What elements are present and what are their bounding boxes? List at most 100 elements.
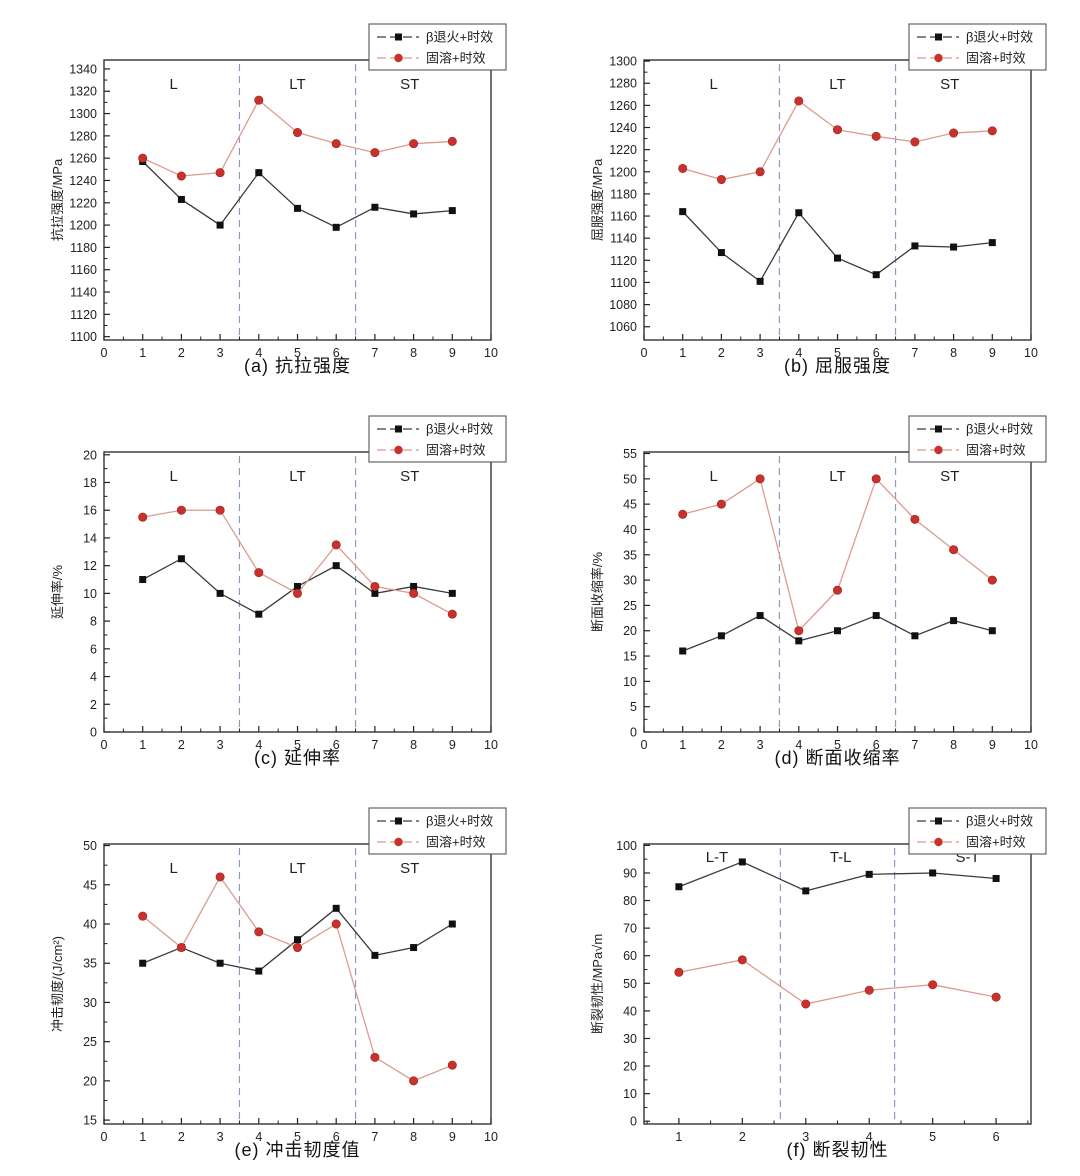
- legend-label: 固溶+时效: [426, 835, 486, 850]
- y-tick-label: 10: [623, 675, 637, 689]
- y-tick-label: 1140: [70, 286, 97, 300]
- legend-box: [908, 415, 1047, 463]
- plot-frame: [103, 59, 492, 341]
- y-tick-label: 40: [623, 523, 637, 537]
- y-tick-label: 30: [623, 1032, 637, 1046]
- data-point-square: [756, 277, 764, 285]
- data-point-circle: [138, 153, 148, 163]
- y-tick-label: 1120: [70, 308, 97, 322]
- series-line-1: [142, 99, 453, 177]
- x-tick-label: 5: [834, 346, 841, 360]
- series-line-1: [142, 875, 453, 1082]
- x-tick-label: 4: [255, 346, 262, 360]
- x-tick-label: 2: [718, 738, 725, 752]
- x-tick-label: 1: [139, 1130, 146, 1144]
- chart-caption-e: (e) 冲击韧度值: [234, 1140, 361, 1160]
- data-point-circle: [176, 505, 186, 515]
- x-tick-label: 10: [1024, 346, 1038, 360]
- x-tick-label: 9: [989, 346, 996, 360]
- data-point-square: [448, 920, 456, 928]
- x-tick-label: 9: [449, 346, 456, 360]
- y-axis-label: 冲击韧度/(J/cm²): [50, 936, 65, 1032]
- y-tick-label: 55: [623, 447, 637, 461]
- y-tick-label: 1160: [70, 263, 97, 277]
- plot-frame: [643, 843, 1032, 1125]
- x-tick-label: 1: [675, 1130, 682, 1144]
- y-tick-label: 1100: [610, 276, 637, 290]
- x-tick-label: 0: [101, 346, 108, 360]
- x-tick-label: 6: [333, 738, 340, 752]
- chart-caption-a: (a) 抗拉强度: [244, 356, 351, 376]
- region-label: L-T: [706, 849, 729, 866]
- y-tick-label: 100: [616, 839, 637, 853]
- y-tick-label: 45: [623, 498, 637, 512]
- data-point-square: [950, 617, 958, 625]
- y-tick-label: 20: [623, 624, 637, 638]
- y-tick-label: 1220: [69, 196, 97, 210]
- data-point-square: [371, 589, 379, 597]
- data-point-square: [216, 959, 224, 967]
- data-point-square: [294, 204, 301, 212]
- data-point-square: [679, 208, 687, 216]
- series-line-1: [682, 477, 993, 633]
- x-tick-label: 2: [718, 346, 725, 360]
- x-tick-label: 1: [679, 738, 686, 752]
- data-point-square: [675, 883, 683, 891]
- x-tick-label: 0: [101, 738, 108, 752]
- y-tick-label: 40: [623, 1004, 637, 1018]
- data-point-square: [371, 203, 379, 211]
- y-tick-label: 1080: [609, 298, 637, 312]
- y-tick-label: 50: [623, 472, 637, 486]
- data-point-square: [738, 858, 746, 866]
- legend-box: [908, 807, 1047, 855]
- data-point-circle: [447, 1060, 457, 1070]
- data-point-square: [717, 249, 725, 257]
- data-point-circle: [447, 136, 457, 146]
- y-tick-label: 1120: [610, 254, 637, 268]
- x-tick-label: 0: [641, 738, 648, 752]
- y-tick-label: 70: [623, 922, 637, 936]
- x-tick-label: 6: [333, 346, 340, 360]
- data-point-circle: [949, 545, 959, 555]
- y-tick-label: 10: [623, 1087, 637, 1101]
- data-point-square: [139, 576, 147, 584]
- data-point-circle: [832, 585, 842, 595]
- panel-d: 0 1 2 3 4 5 6 7 8 9 10 0 5 10 15 20 25 30 35 40 45 50 55 断面收缩率/…: [540, 392, 1080, 784]
- x-tick-label: 3: [757, 346, 764, 360]
- series-line-0: [678, 861, 997, 892]
- panel-e: 0 1 2 3 4 5 6 7 8 9 10 15 20 25 30 35 40 45 50 冲击韧度/(J/cm²)…: [0, 784, 540, 1176]
- legend-sample-square: [395, 33, 402, 41]
- data-point-square: [795, 637, 803, 645]
- y-tick-label: 1280: [609, 77, 637, 91]
- data-point-circle: [674, 967, 684, 977]
- data-point-circle: [871, 474, 881, 484]
- data-point-square: [410, 944, 418, 952]
- x-tick-label: 3: [217, 346, 224, 360]
- data-point-circle: [331, 540, 341, 550]
- region-label: L: [169, 76, 177, 93]
- region-label: ST: [400, 76, 419, 93]
- chart-caption-c: (c) 延伸率: [254, 748, 341, 768]
- y-tick-label: 0: [90, 726, 97, 740]
- y-tick-label: 1200: [69, 219, 97, 233]
- y-tick-label: 16: [83, 504, 97, 518]
- data-point-circle: [409, 1076, 419, 1086]
- data-point-circle: [794, 626, 804, 636]
- legend-label: 固溶+时效: [966, 443, 1026, 458]
- x-tick-label: 2: [739, 1130, 746, 1144]
- x-tick-label: 10: [484, 1130, 498, 1144]
- data-point-square: [717, 632, 725, 640]
- x-tick-label: 8: [410, 346, 417, 360]
- region-label: L: [709, 76, 717, 93]
- y-tick-label: 35: [83, 957, 97, 971]
- legend-box: [908, 23, 1047, 71]
- y-tick-label: 10: [83, 587, 97, 601]
- data-point-circle: [987, 575, 997, 585]
- data-point-circle: [215, 168, 225, 178]
- y-tick-label: 40: [83, 918, 97, 932]
- y-tick-label: 1240: [69, 174, 97, 188]
- data-point-circle: [832, 125, 842, 135]
- y-tick-label: 1200: [609, 165, 637, 179]
- data-point-circle: [138, 911, 148, 921]
- x-tick-label: 4: [795, 738, 802, 752]
